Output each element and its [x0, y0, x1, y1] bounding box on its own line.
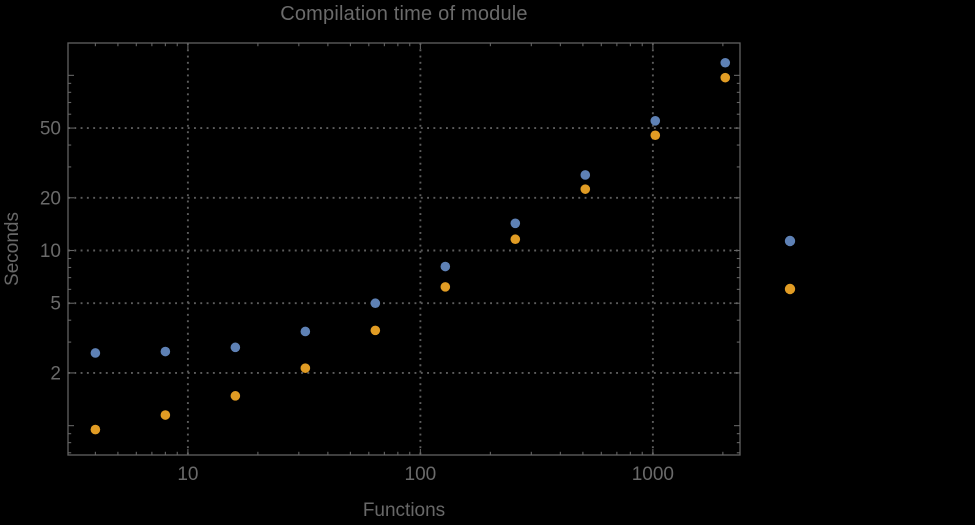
data-point-s1-x128: [440, 261, 451, 272]
data-point-s1-x8: [160, 346, 171, 357]
data-point-s2-x4: [90, 424, 101, 435]
data-point-s2-x2048: [720, 72, 731, 83]
y-tick-label-50: 50: [40, 119, 61, 140]
x-tick-label-10: 10: [177, 464, 198, 485]
data-point-s2-x512: [580, 184, 591, 194]
data-point-s2-x64: [370, 325, 381, 336]
data-point-s1-x32: [300, 326, 311, 337]
data-point-s2-x128: [440, 282, 451, 292]
data-point-s1-x16: [230, 342, 241, 353]
legend-marker-1: [784, 235, 796, 247]
data-point-s1-x2048: [720, 57, 731, 68]
x-tick-label-1000: 1000: [632, 464, 674, 485]
x-axis-label: Functions: [362, 500, 446, 521]
data-point-s1-x1024: [650, 116, 661, 126]
x-tick-label-100: 100: [405, 464, 437, 485]
plot-frame: [67, 42, 741, 456]
y-tick-label-20: 20: [40, 188, 61, 209]
legend-marker-2: [784, 283, 796, 295]
data-point-s1-x64: [370, 298, 381, 309]
data-point-s2-x32: [300, 363, 311, 373]
data-point-s2-x1024: [650, 130, 661, 141]
data-point-s2-x16: [230, 391, 241, 401]
y-tick-label-10: 10: [40, 241, 61, 262]
y-tick-label-2: 2: [50, 363, 61, 384]
data-point-s1-x512: [580, 170, 591, 180]
data-point-s1-x4: [90, 348, 101, 358]
data-point-s1-x256: [510, 218, 521, 229]
y-axis-label: Seconds: [2, 212, 23, 286]
data-point-s2-x256: [510, 234, 521, 245]
y-tick-label-5: 5: [50, 294, 61, 315]
data-point-s2-x8: [160, 410, 171, 420]
chart-title: Compilation time of module: [280, 3, 528, 25]
